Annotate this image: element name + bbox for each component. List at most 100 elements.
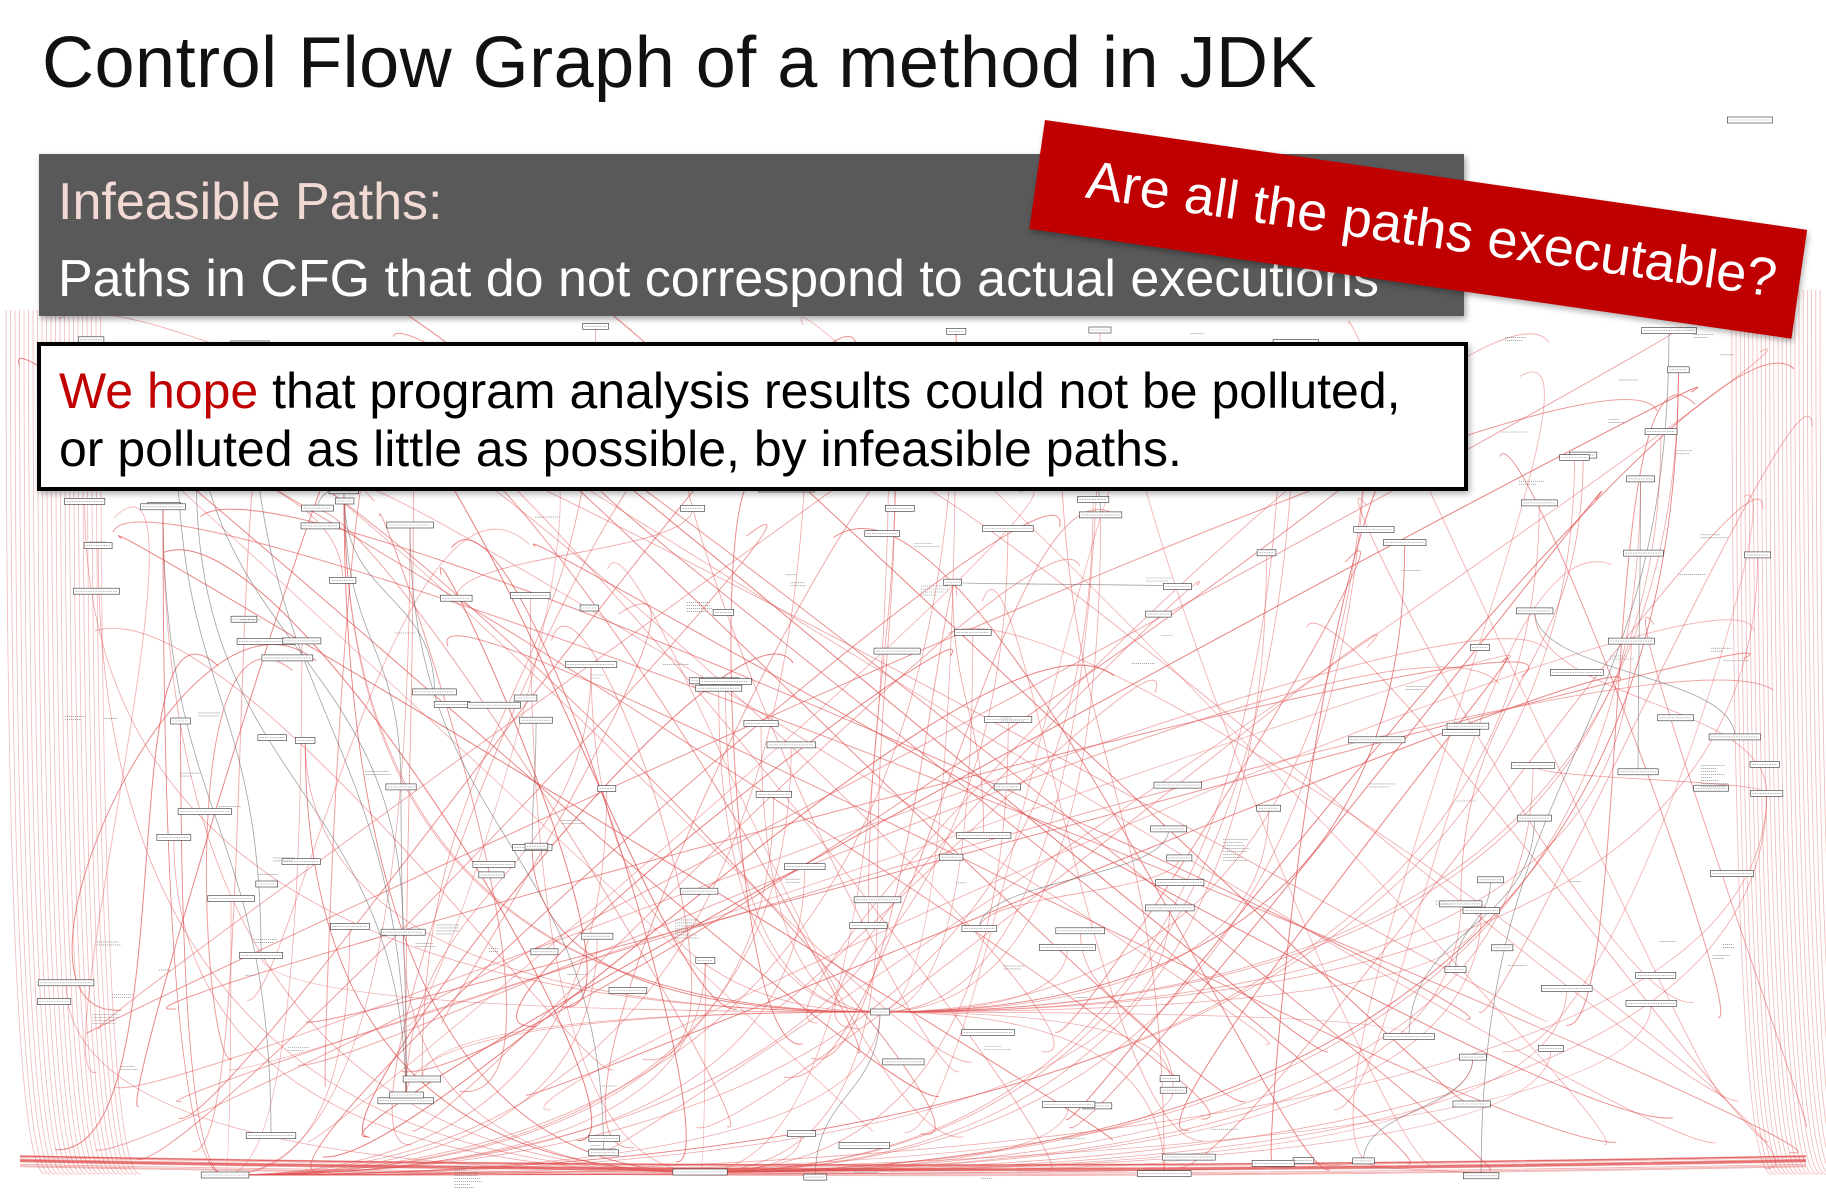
cfg-edge bbox=[224, 936, 598, 1176]
cfg-node bbox=[1626, 475, 1655, 483]
cfg-edge bbox=[1802, 289, 1826, 1126]
cfg-edge bbox=[228, 655, 1511, 1071]
cfg-edge bbox=[597, 486, 1411, 1165]
cfg-edge bbox=[50, 309, 92, 1175]
cfg-node bbox=[1055, 927, 1106, 935]
cfg-edge bbox=[1756, 289, 1798, 1175]
cfg-edge bbox=[68, 309, 110, 1175]
cfg-edge bbox=[41, 309, 83, 1175]
cfg-edge bbox=[1815, 289, 1826, 969]
cfg-node bbox=[961, 1029, 1015, 1036]
cfg-edge bbox=[297, 666, 1500, 1066]
cfg-edge bbox=[834, 581, 1200, 1029]
cfg-node bbox=[803, 1173, 828, 1181]
cfg-edge bbox=[28, 309, 69, 1175]
cfg-edge bbox=[205, 658, 293, 1060]
cfg-edge bbox=[1637, 478, 1641, 772]
cfg-edge bbox=[1478, 415, 1813, 1013]
cfg-edge bbox=[1566, 394, 1696, 1026]
cfg-edge bbox=[164, 549, 592, 1141]
cfg-edge bbox=[115, 638, 1547, 1089]
cfg-node bbox=[766, 741, 816, 749]
cfg-edge bbox=[344, 500, 435, 692]
cfg-edge bbox=[441, 603, 652, 1024]
cfg-edge bbox=[224, 907, 1171, 1176]
cfg-edge bbox=[879, 1011, 1165, 1174]
cfg-edge bbox=[699, 793, 1768, 1173]
cfg-edge bbox=[532, 543, 1673, 1119]
cfg-edge bbox=[699, 910, 1482, 1173]
cfg-node bbox=[412, 688, 457, 696]
cfg-edge bbox=[806, 333, 1550, 1024]
cfg-edges bbox=[5, 289, 1826, 1178]
cfg-edge bbox=[195, 477, 407, 1101]
cfg-edge bbox=[346, 396, 861, 1053]
cfg-edge bbox=[14, 309, 56, 1175]
cfg-edge bbox=[513, 438, 1245, 1102]
cfg-edge bbox=[55, 309, 96, 1175]
cfg-edge bbox=[73, 309, 114, 1175]
cfg-edge bbox=[224, 1003, 1652, 1176]
cfg-edge bbox=[451, 539, 687, 1163]
hope-line-1: We hope that program analysis results co… bbox=[59, 362, 1401, 420]
cfg-edge bbox=[531, 847, 881, 1013]
cfg-node bbox=[984, 716, 1033, 723]
cfg-node bbox=[939, 853, 964, 861]
cfg-edge bbox=[19, 309, 60, 1175]
cfg-edge bbox=[46, 309, 87, 1175]
cfg-node bbox=[281, 858, 321, 865]
cfg-edge bbox=[952, 582, 985, 836]
cfg-edge bbox=[529, 595, 701, 1173]
cfg-edge bbox=[180, 720, 226, 1176]
cfg-edge bbox=[77, 309, 119, 1175]
cfg-edge bbox=[375, 299, 1329, 1053]
cfg-node bbox=[1452, 1100, 1491, 1108]
cfg-edge bbox=[224, 794, 775, 1176]
cfg-edge bbox=[699, 552, 1267, 1173]
cfg-node bbox=[1750, 790, 1784, 797]
cfg-edge bbox=[730, 477, 803, 1045]
cfg-edge bbox=[699, 719, 1009, 1173]
cfg-edge bbox=[879, 632, 974, 1013]
cfg-node bbox=[579, 604, 599, 612]
cfg-node bbox=[1710, 870, 1755, 877]
cfg-edge bbox=[699, 478, 1641, 1173]
cfg-edge bbox=[810, 584, 958, 1060]
cfg-edge bbox=[19, 1161, 1807, 1171]
cfg-edge bbox=[446, 635, 1617, 1143]
cfg-node bbox=[519, 716, 553, 724]
cfg-edge bbox=[224, 524, 411, 1176]
cfg-edge bbox=[879, 542, 1406, 1013]
cfg-node bbox=[1155, 879, 1205, 886]
cfg-edge bbox=[1798, 289, 1826, 1150]
cfg-edge bbox=[879, 910, 1482, 1013]
cfg-edge bbox=[699, 1048, 1552, 1173]
cfg-edge bbox=[162, 506, 701, 1173]
cfg-edge bbox=[1644, 616, 1807, 1127]
cfg-edge bbox=[162, 506, 272, 1136]
cfg-edge bbox=[879, 431, 1662, 1013]
cfg-edge bbox=[879, 1011, 1410, 1037]
cfg-edge bbox=[783, 509, 1113, 1078]
cfg-edge bbox=[1534, 610, 1768, 794]
cfg-edge bbox=[1777, 289, 1819, 1175]
cfg-edge bbox=[224, 369, 808, 1176]
cfg-node bbox=[83, 542, 113, 549]
cfg-edge bbox=[64, 309, 105, 1175]
cfg-node bbox=[1145, 904, 1195, 912]
cfg-edge bbox=[699, 369, 1679, 1173]
cfg-edge bbox=[95, 326, 1682, 1151]
cfg-edge bbox=[224, 499, 1094, 1176]
cfg-edge bbox=[1765, 289, 1806, 1175]
cfg-edge bbox=[307, 488, 1035, 1143]
cfg-edge bbox=[65, 982, 701, 1173]
cfg-edge bbox=[173, 837, 701, 1173]
cfg-node bbox=[239, 952, 284, 959]
cfg-edge bbox=[99, 393, 1211, 1120]
cfg-node bbox=[1383, 539, 1427, 546]
cfg-node bbox=[1079, 511, 1123, 519]
slide-title: Control Flow Graph of a method in JDK bbox=[42, 23, 1318, 103]
cfg-node bbox=[1251, 1160, 1295, 1167]
cfg-edge bbox=[84, 506, 150, 1073]
cfg-edge bbox=[1748, 289, 1789, 1175]
